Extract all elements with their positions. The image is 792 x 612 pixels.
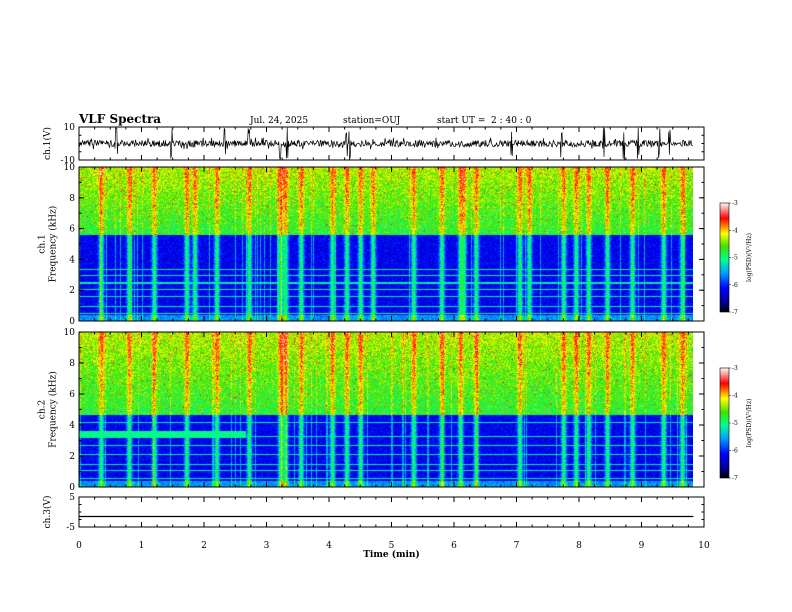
time-tick-label: 6 — [451, 541, 457, 551]
time-tick-label: 1 — [139, 541, 145, 551]
ch3-waveform-panel: 5 -5 ch.3(V) — [42, 493, 705, 533]
ch1-ylabel: ch.1(V) — [42, 127, 53, 160]
ch2-colorbar-tick-label: -6 — [732, 448, 738, 455]
ch1-trace — [78, 127, 694, 161]
ch1-waveform-panel: 10 -10 ch.1(V) — [42, 123, 705, 166]
ch2-spec-ylabel: ch.2 — [38, 400, 48, 419]
ch2-spec-ytick-label: 4 — [69, 421, 75, 431]
ch1-colorbar: -3 -4 -5 -6 -7 log(PSD)(V²/Hz) — [719, 200, 753, 316]
ch1-spec-ytick-label: 10 — [64, 163, 76, 173]
time-tick-label: 3 — [264, 541, 270, 551]
time-tick-label: 4 — [326, 541, 332, 551]
ch1-ytick-label: -10 — [61, 156, 76, 166]
ch1-colorbar-label: log(PSD)(V²/Hz) — [746, 233, 753, 282]
ch2-spec-ytick-label: 10 — [64, 328, 76, 338]
figure-title: VLF Spectra — [78, 112, 161, 126]
ch2-spec-ytick-label: 2 — [69, 452, 75, 462]
ch1-spec-ylabel: ch.1 — [38, 234, 48, 253]
time-tick-label: 9 — [639, 541, 645, 551]
ch2-colorbar: -3 -4 -5 -6 -7 log(PSD)(V²/Hz) — [719, 365, 753, 482]
ch3-ytick-label: 5 — [69, 493, 75, 503]
ch2-spec-ytick-label: 0 — [69, 483, 75, 493]
ch2-colorbar-tick-label: -4 — [732, 393, 738, 400]
time-tick-label: 0 — [76, 541, 82, 551]
start-time: 2 : 40 : 0 — [491, 116, 532, 126]
ch1-spec-ytick-label: 2 — [69, 286, 75, 296]
time-tick-label: 10 — [698, 541, 710, 551]
ch1-spec-ylabel: Frequency (kHz) — [48, 206, 59, 283]
ch1-spectrogram-panel: 0 2 4 6 8 10 ch.1 Frequency (kHz) — [38, 163, 705, 327]
date-label: Jul. 24, 2025 — [249, 116, 308, 126]
ch1-spec-ytick-label: 0 — [69, 317, 75, 327]
ch1-colorbar-tick-label: -3 — [732, 200, 738, 207]
ch1-spec-heatmap — [79, 167, 693, 321]
ch3-ylabel: ch.3(V) — [42, 496, 53, 529]
ch2-colorbar-tick-label: -3 — [732, 365, 738, 372]
ch1-colorbar-tick-label: -6 — [732, 282, 738, 289]
time-tick-label: 7 — [514, 541, 520, 551]
ch2-colorbar-label: log(PSD)(V²/Hz) — [746, 399, 753, 448]
ch1-colorbar-tick-label: -5 — [732, 255, 738, 262]
time-axis-label: Time (min) — [363, 549, 420, 560]
station-label: station=OUJ — [343, 116, 401, 126]
ch2-colorbar-tick-label: -7 — [732, 475, 738, 482]
ch1-spec-ytick-label: 8 — [69, 194, 75, 204]
time-tick-label: 8 — [576, 541, 582, 551]
ch3-ytick-label: -5 — [66, 523, 75, 533]
ch2-spec-heatmap — [79, 332, 693, 487]
ch2-colorbar-bar — [719, 367, 730, 479]
ch1-ytick-label: 10 — [64, 123, 76, 133]
ch1-colorbar-tick-label: -4 — [732, 227, 738, 234]
ch2-colorbar-tick-label: -5 — [732, 420, 738, 427]
start-label: start UT = — [437, 116, 485, 126]
ch1-spec-ytick-label: 4 — [69, 255, 75, 265]
time-tick-label: 2 — [201, 541, 207, 551]
time-tick-label: 5 — [389, 541, 395, 551]
ch2-spectrogram-panel: 0 2 4 6 8 10 ch.2 Frequency (kHz) — [38, 328, 705, 493]
ch2-spec-ytick-label: 8 — [69, 359, 75, 369]
ch2-spec-ylabel: Frequency (kHz) — [48, 371, 59, 448]
ch1-colorbar-tick-label: -7 — [732, 309, 738, 316]
time-axis: 0 1 2 3 4 5 6 7 8 9 10 Time (min) — [76, 541, 710, 560]
ch1-colorbar-bar — [719, 202, 730, 313]
ch1-spec-ytick-label: 6 — [69, 225, 75, 235]
ch2-spec-ytick-label: 6 — [69, 390, 75, 400]
